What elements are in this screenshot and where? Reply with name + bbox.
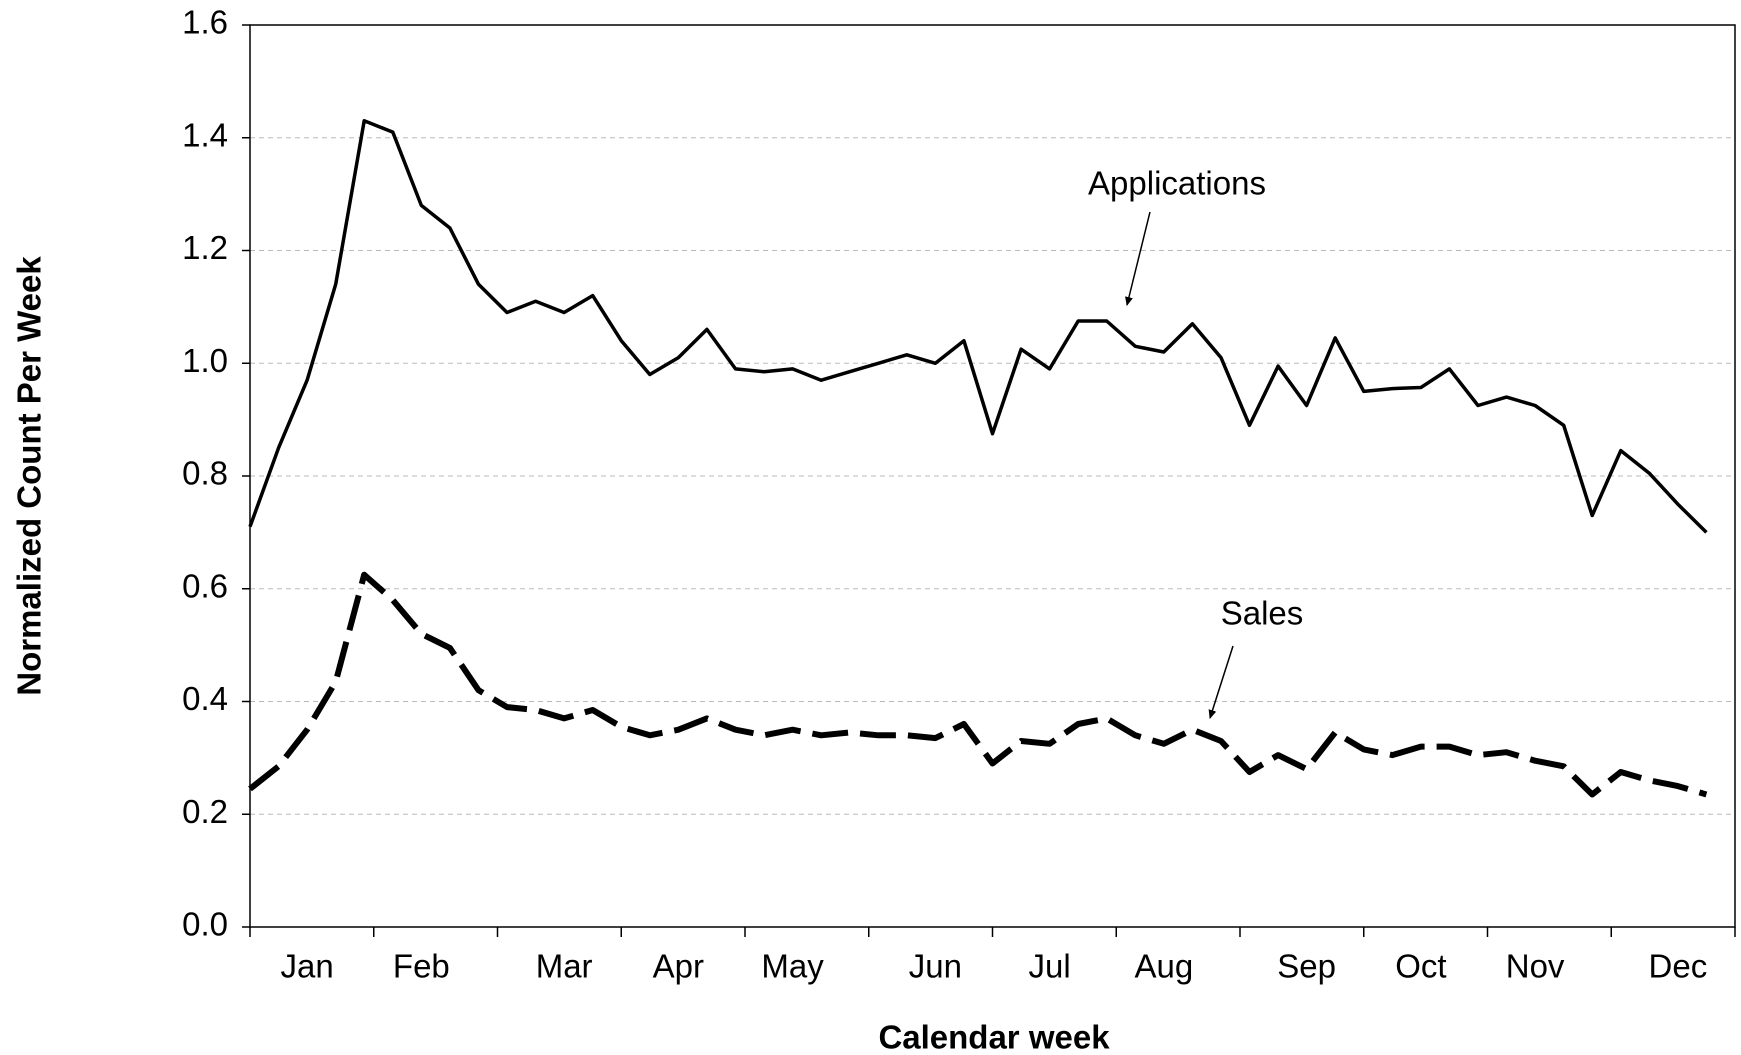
y-tick-label: 1.0 [182, 342, 228, 379]
series-label: Applications [1088, 165, 1266, 202]
y-tick-label: 0.2 [182, 793, 228, 830]
x-tick-label: Jun [909, 948, 962, 985]
x-tick-label: Apr [653, 948, 704, 985]
x-tick-label: Dec [1649, 948, 1708, 985]
x-tick-label: May [761, 948, 824, 985]
x-tick-label: Oct [1395, 948, 1446, 985]
y-tick-label: 0.0 [182, 906, 228, 943]
x-tick-label: Jul [1029, 948, 1071, 985]
y-tick-label: 0.4 [182, 680, 228, 717]
series-line [248, 571, 1708, 798]
x-tick-label: Jan [281, 948, 334, 985]
y-tick-label: 1.4 [182, 116, 228, 153]
y-tick-label: 0.6 [182, 567, 228, 604]
y-tick-label: 1.2 [182, 229, 228, 266]
y-tick-label: 1.6 [182, 4, 228, 41]
x-tick-label: Sep [1277, 948, 1336, 985]
x-tick-label: Aug [1134, 948, 1193, 985]
x-axis-title: Calendar week [878, 1019, 1110, 1055]
series-label: Sales [1221, 595, 1304, 632]
x-tick-label: Feb [393, 948, 450, 985]
y-axis-title: Normalized Count Per Week [11, 256, 48, 696]
y-tick-label: 0.8 [182, 455, 228, 492]
annotation-arrow [1208, 645, 1234, 719]
series-line [248, 119, 1708, 534]
annotation-arrow [1125, 211, 1151, 306]
x-tick-label: Mar [536, 948, 593, 985]
x-tick-label: Nov [1506, 948, 1565, 985]
